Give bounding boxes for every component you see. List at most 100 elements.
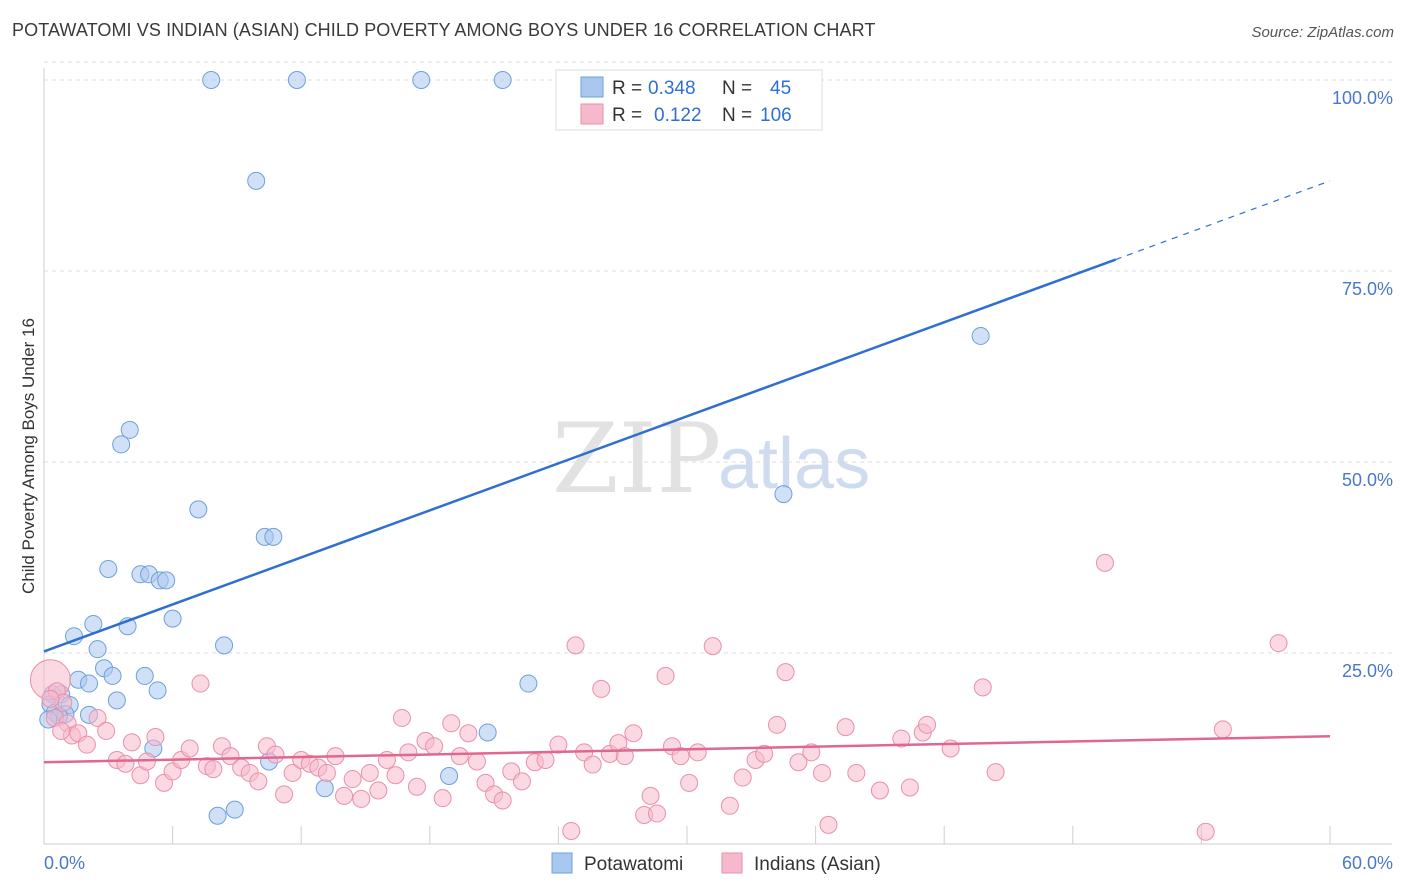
point-indians-asian-93 <box>892 729 911 748</box>
trend-lines <box>43 180 1331 764</box>
point-indians-asian-56 <box>493 791 512 810</box>
trend-line-indians-asian <box>43 735 1331 764</box>
point-indians-asian-86 <box>789 753 808 772</box>
point-indians-asian-11 <box>116 754 135 773</box>
point-indians-asian-65 <box>583 755 602 774</box>
point-indians-asian-63 <box>566 636 585 655</box>
y-tick-label-2: 75.0% <box>1342 279 1393 299</box>
point-indians-asian-73 <box>647 804 666 823</box>
point-potawatomi-43 <box>774 485 793 504</box>
point-indians-asian-7 <box>77 735 96 754</box>
legend-r-label-1: R = <box>612 78 642 99</box>
legend-swatch-potawatomi <box>580 76 604 98</box>
point-potawatomi-42 <box>519 674 538 693</box>
point-indians-asian-78 <box>688 743 707 762</box>
data-points <box>29 71 1288 841</box>
point-indians-asian-30 <box>275 785 294 804</box>
legend-n-value-1: 45 <box>770 78 791 99</box>
point-indians-asian-12 <box>122 733 141 752</box>
point-indians-asian-85 <box>776 663 795 682</box>
point-indians-asian-22 <box>204 760 223 779</box>
point-indians-asian-60 <box>536 750 555 769</box>
point-indians-asian-45 <box>399 743 418 762</box>
point-potawatomi-7 <box>189 500 208 519</box>
point-indians-asian-43 <box>386 766 405 785</box>
point-indians-asian-90 <box>836 718 855 737</box>
series-legend-swatch-potawatomi <box>551 852 573 874</box>
point-indians-asian-15 <box>146 728 165 747</box>
point-potawatomi-40 <box>440 767 459 786</box>
point-indians-asian-52 <box>459 724 478 743</box>
point-indians-asian-84 <box>768 715 787 734</box>
point-indians-asian-49 <box>433 789 452 808</box>
y-tick-labels: 25.0% 50.0% 75.0% 100.0% <box>1332 88 1393 681</box>
x-tick-label-1: 60.0% <box>1342 853 1393 873</box>
legend-n-label-2: N = <box>722 105 752 126</box>
point-potawatomi-4 <box>247 171 266 190</box>
point-indians-asian-94 <box>900 778 919 797</box>
point-indians-asian-102 <box>1269 634 1288 653</box>
x-tick-label-0: 0.0% <box>44 853 85 873</box>
watermark-zip: ZIP <box>552 403 721 515</box>
point-indians-asian-24 <box>221 747 240 766</box>
point-potawatomi-3 <box>493 71 512 89</box>
point-potawatomi-1 <box>287 71 306 89</box>
point-indians-asian-91 <box>847 763 866 782</box>
point-potawatomi-10 <box>99 559 118 578</box>
correlation-legend: R = 0.348 N = 45 R = 0.122 N = 106 <box>555 69 823 131</box>
source-credit: Source: ZipAtlas.com <box>1251 24 1394 41</box>
point-indians-asian-46 <box>407 777 426 796</box>
point-indians-asian-51 <box>450 747 469 766</box>
point-indians-asian-72 <box>641 786 660 805</box>
point-potawatomi-20 <box>215 636 234 655</box>
point-indians-asian-105 <box>52 721 71 740</box>
point-potawatomi-39 <box>315 779 334 798</box>
legend-r-label-2: R = <box>612 105 642 126</box>
point-indians-asian-98 <box>973 678 992 697</box>
point-indians-asian-81 <box>733 768 752 787</box>
point-indians-asian-104 <box>41 689 60 708</box>
point-indians-asian-74 <box>656 666 675 685</box>
legend-r-value-1: 0.348 <box>648 78 696 99</box>
point-indians-asian-70 <box>624 724 643 743</box>
point-potawatomi-5 <box>120 420 139 439</box>
point-indians-asian-29 <box>266 745 285 764</box>
point-indians-asian-9 <box>97 721 116 740</box>
legend-n-value-2: 106 <box>760 105 792 126</box>
trend-line-potawatomi <box>43 258 1117 653</box>
y-tick-label-3: 100.0% <box>1332 88 1393 108</box>
series-legend-label-indians-asian: Indians (Asian) <box>754 854 881 875</box>
legend-swatch-indians-asian <box>580 103 604 125</box>
point-indians-asian-97 <box>941 739 960 758</box>
series-legend-label-potawatomi: Potawatomi <box>584 854 683 875</box>
point-indians-asian-62 <box>562 822 581 841</box>
point-indians-asian-96 <box>918 715 937 734</box>
point-indians-asian-92 <box>870 781 889 800</box>
x-tick-labels: 0.0% 60.0% <box>44 853 1393 873</box>
point-indians-asian-89 <box>819 815 838 834</box>
legend-n-label-1: N = <box>722 78 752 99</box>
point-potawatomi-44 <box>971 326 990 345</box>
y-axis-label: Child Poverty Among Boys Under 16 <box>19 318 38 594</box>
point-indians-asian-38 <box>343 770 362 789</box>
point-indians-asian-19 <box>180 739 199 758</box>
point-indians-asian-31 <box>283 763 302 782</box>
point-potawatomi-26 <box>148 681 167 700</box>
point-indians-asian-58 <box>512 772 531 791</box>
point-potawatomi-6 <box>112 435 131 454</box>
point-indians-asian-83 <box>755 744 774 763</box>
point-potawatomi-19 <box>88 640 107 659</box>
series-legend: Potawatomi Indians (Asian) <box>551 852 881 875</box>
point-potawatomi-29 <box>107 691 126 710</box>
point-indians-asian-76 <box>671 747 690 766</box>
point-indians-asian-40 <box>360 763 379 782</box>
point-indians-asian-48 <box>425 737 444 756</box>
point-potawatomi-45 <box>225 800 244 819</box>
point-indians-asian-39 <box>352 789 371 808</box>
y-tick-label-0: 25.0% <box>1342 661 1393 681</box>
point-indians-asian-77 <box>680 773 699 792</box>
point-indians-asian-66 <box>592 679 611 698</box>
point-potawatomi-22 <box>103 666 122 685</box>
point-indians-asian-37 <box>335 786 354 805</box>
